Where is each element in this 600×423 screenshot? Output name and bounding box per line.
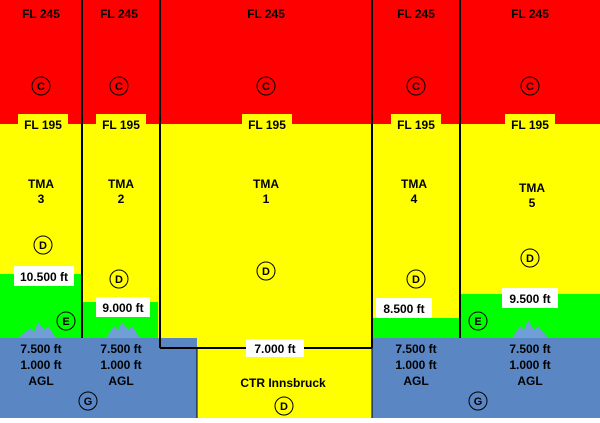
class-c-band bbox=[0, 0, 600, 124]
class-d-letter: D bbox=[39, 240, 47, 252]
lower-limit-tma2: 9.000 ft bbox=[102, 301, 143, 315]
lower-limit-box-tma2 bbox=[96, 297, 150, 317]
tma1-name-line1: TMA bbox=[253, 177, 279, 191]
class-c-marker-tma1: C bbox=[256, 76, 276, 96]
g-lower-tma5: 1.000 ft bbox=[509, 358, 550, 372]
fl195-label-tma1: FL 195 bbox=[248, 118, 286, 132]
class-e-marker-tma5: E bbox=[468, 311, 488, 331]
fl195-label-tma5: FL 195 bbox=[511, 118, 549, 132]
lower-limit-tma4: 8.500 ft bbox=[383, 302, 424, 316]
tma3-name-line2: 3 bbox=[38, 192, 45, 206]
g-upper-tma4: 7.500 ft bbox=[395, 342, 436, 356]
fl245-label-tma1: FL 245 bbox=[247, 7, 285, 21]
g-upper-tma2: 7.500 ft bbox=[100, 342, 141, 356]
g-upper-tma5: 7.500 ft bbox=[509, 342, 550, 356]
tma2-name-line2: 2 bbox=[118, 192, 125, 206]
class-d-letter: D bbox=[115, 274, 123, 286]
g-upper-tma3: 7.500 ft bbox=[20, 342, 61, 356]
lower-limit-box-tma3 bbox=[14, 266, 74, 286]
g-lower-tma2: 1.000 ft bbox=[100, 358, 141, 372]
fl245-label-tma4: FL 245 bbox=[397, 7, 435, 21]
class-g-marker-right: G bbox=[468, 391, 488, 411]
lower-limit-box-tma5 bbox=[502, 288, 558, 308]
mountain-tma5 bbox=[512, 320, 548, 338]
class-c-letter: C bbox=[115, 81, 123, 93]
class-e-letter: E bbox=[62, 316, 69, 328]
class-d-letter: D bbox=[526, 253, 534, 265]
fl245-label-tma3: FL 245 bbox=[22, 7, 60, 21]
class-e-marker-tma3: E bbox=[56, 311, 76, 331]
class-d-marker-tma3: D bbox=[33, 235, 53, 255]
class-c-marker-tma4: C bbox=[406, 76, 426, 96]
class-d-marker-tma4: D bbox=[406, 269, 426, 289]
tma4-name-line2: 4 bbox=[411, 192, 418, 206]
mountain-tma3 bbox=[18, 322, 56, 338]
class-c-letter: C bbox=[262, 81, 270, 93]
class-c-marker-tma5: C bbox=[520, 76, 540, 96]
ctr-innsbruck-label: CTR Innsbruck bbox=[240, 376, 326, 390]
class-e-letter: E bbox=[474, 316, 481, 328]
class-e-zone-tma4 bbox=[372, 318, 460, 338]
mountain-tma2 bbox=[106, 322, 140, 338]
class-g-marker-left: G bbox=[78, 391, 98, 411]
lower-limit-tma5: 9.500 ft bbox=[509, 292, 550, 306]
class-d-marker-tma2: D bbox=[109, 269, 129, 289]
ctr-innsbruck-zone bbox=[197, 348, 372, 418]
class-c-marker-tma2: C bbox=[109, 76, 129, 96]
g-agl-tma2: AGL bbox=[108, 374, 133, 388]
class-g-letter: G bbox=[84, 396, 93, 408]
class-d-letter: D bbox=[412, 274, 420, 286]
ctr-class-d-letter: D bbox=[280, 401, 288, 413]
class-d-letter: D bbox=[262, 266, 270, 278]
class-c-letter: C bbox=[526, 81, 534, 93]
fl195-label-tma2: FL 195 bbox=[102, 118, 140, 132]
lower-limit-tma1: 7.000 ft bbox=[254, 342, 295, 356]
class-d-marker-tma5: D bbox=[520, 248, 540, 268]
g-agl-tma4: AGL bbox=[403, 374, 428, 388]
fl195-label-tma4: FL 195 bbox=[397, 118, 435, 132]
tma1-name-line2: 1 bbox=[263, 192, 270, 206]
tma4-name-line1: TMA bbox=[401, 177, 427, 191]
fl245-label-tma2: FL 245 bbox=[100, 7, 138, 21]
class-c-letter: C bbox=[412, 81, 420, 93]
fl195-label-tma3: FL 195 bbox=[24, 118, 62, 132]
fl245-label-tma5: FL 245 bbox=[511, 7, 549, 21]
g-lower-tma4: 1.000 ft bbox=[395, 358, 436, 372]
tma5-name-line2: 5 bbox=[529, 196, 536, 210]
class-c-marker-tma3: C bbox=[31, 76, 51, 96]
tma2-name-line1: TMA bbox=[108, 177, 134, 191]
lower-limit-box-tma1 bbox=[246, 339, 304, 357]
tma5-name-line1: TMA bbox=[519, 181, 545, 195]
g-lower-tma3: 1.000 ft bbox=[20, 358, 61, 372]
tma3-name-line1: TMA bbox=[28, 177, 54, 191]
g-agl-tma3: AGL bbox=[28, 374, 53, 388]
lower-limit-box-tma4 bbox=[376, 298, 432, 318]
lower-limit-tma3: 10.500 ft bbox=[20, 270, 68, 284]
ctr-class-d-marker: D bbox=[274, 396, 294, 416]
g-agl-tma5: AGL bbox=[517, 374, 542, 388]
class-g-letter: G bbox=[474, 396, 483, 408]
class-c-letter: C bbox=[37, 81, 45, 93]
class-g-zone-left bbox=[0, 338, 197, 418]
class-d-marker-tma1: D bbox=[256, 261, 276, 281]
